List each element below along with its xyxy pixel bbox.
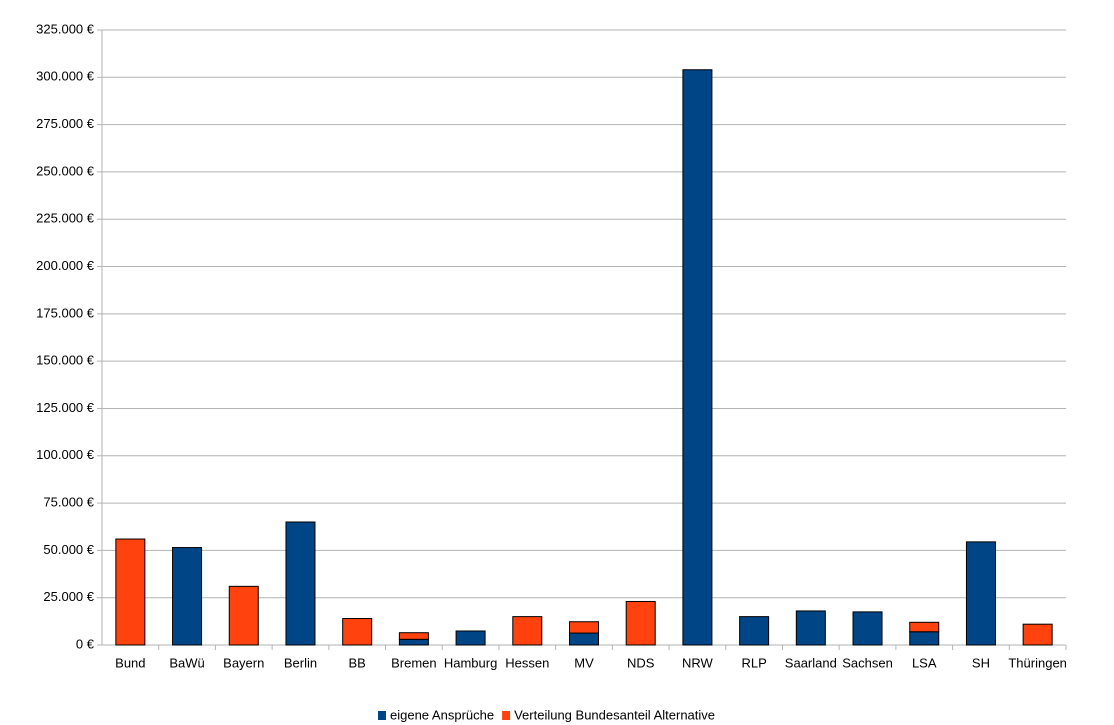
bar-segment xyxy=(569,621,599,634)
bar-segment xyxy=(115,538,146,646)
bar-segment xyxy=(398,632,429,640)
x-tick-label: RLP xyxy=(741,655,766,670)
bar-segment xyxy=(455,630,486,646)
bar-segment xyxy=(228,585,259,646)
legend-label: eigene Ansprüche xyxy=(390,707,494,722)
y-tick-label: 50.000 € xyxy=(43,542,94,557)
y-tick-label: 200.000 € xyxy=(36,258,95,273)
x-tick-label: SH xyxy=(972,655,990,670)
x-tick-label: Bremen xyxy=(391,655,437,670)
x-tick-label: Sachsen xyxy=(842,655,893,670)
x-tick-label: LSA xyxy=(912,655,937,670)
y-tick-label: 150.000 € xyxy=(36,353,95,368)
legend-swatch xyxy=(378,711,386,720)
bar-segment xyxy=(625,600,656,646)
y-tick-label: 75.000 € xyxy=(43,495,94,510)
bar-segment xyxy=(909,621,940,633)
y-tick-label: 325.000 € xyxy=(36,21,95,36)
y-tick-label: 225.000 € xyxy=(36,211,95,226)
x-tick-label: Bayern xyxy=(223,655,264,670)
x-tick-label: NDS xyxy=(627,655,655,670)
x-tick-label: Thüringen xyxy=(1008,655,1067,670)
x-tick-label: Berlin xyxy=(284,655,317,670)
y-tick-label: 250.000 € xyxy=(36,163,95,178)
y-tick-label: 0 € xyxy=(76,636,95,651)
legend-label: Verteilung Bundesanteil Alternative xyxy=(514,707,715,722)
bar-segment xyxy=(285,521,316,646)
bar-segment xyxy=(965,541,996,646)
x-tick-label: BB xyxy=(349,655,366,670)
bar-segment xyxy=(569,632,599,646)
bar-segment xyxy=(795,610,826,646)
x-tick-label: NRW xyxy=(682,655,714,670)
x-tick-label: Hamburg xyxy=(444,655,497,670)
bar-segment xyxy=(398,638,429,646)
bar-segment xyxy=(909,631,940,646)
x-tick-label: Hessen xyxy=(505,655,549,670)
y-tick-label: 125.000 € xyxy=(36,400,95,415)
y-tick-label: 175.000 € xyxy=(36,305,95,320)
y-tick-label: 275.000 € xyxy=(36,116,95,131)
bar-segment xyxy=(512,616,543,646)
bar-segment xyxy=(172,547,203,646)
x-tick-label: MV xyxy=(574,655,594,670)
y-tick-label: 100.000 € xyxy=(36,447,95,462)
x-tick-label: BaWü xyxy=(169,655,204,670)
x-tick-label: Bund xyxy=(115,655,145,670)
bar-segment xyxy=(342,618,373,646)
x-tick-label: Saarland xyxy=(785,655,837,670)
y-tick-label: 300.000 € xyxy=(36,69,95,84)
bar-segment xyxy=(682,69,713,646)
bar-segment xyxy=(852,611,883,646)
bar-segment xyxy=(739,616,770,646)
bar-segment xyxy=(1022,623,1053,646)
legend-swatch xyxy=(502,711,511,720)
y-tick-label: 25.000 € xyxy=(43,589,94,604)
